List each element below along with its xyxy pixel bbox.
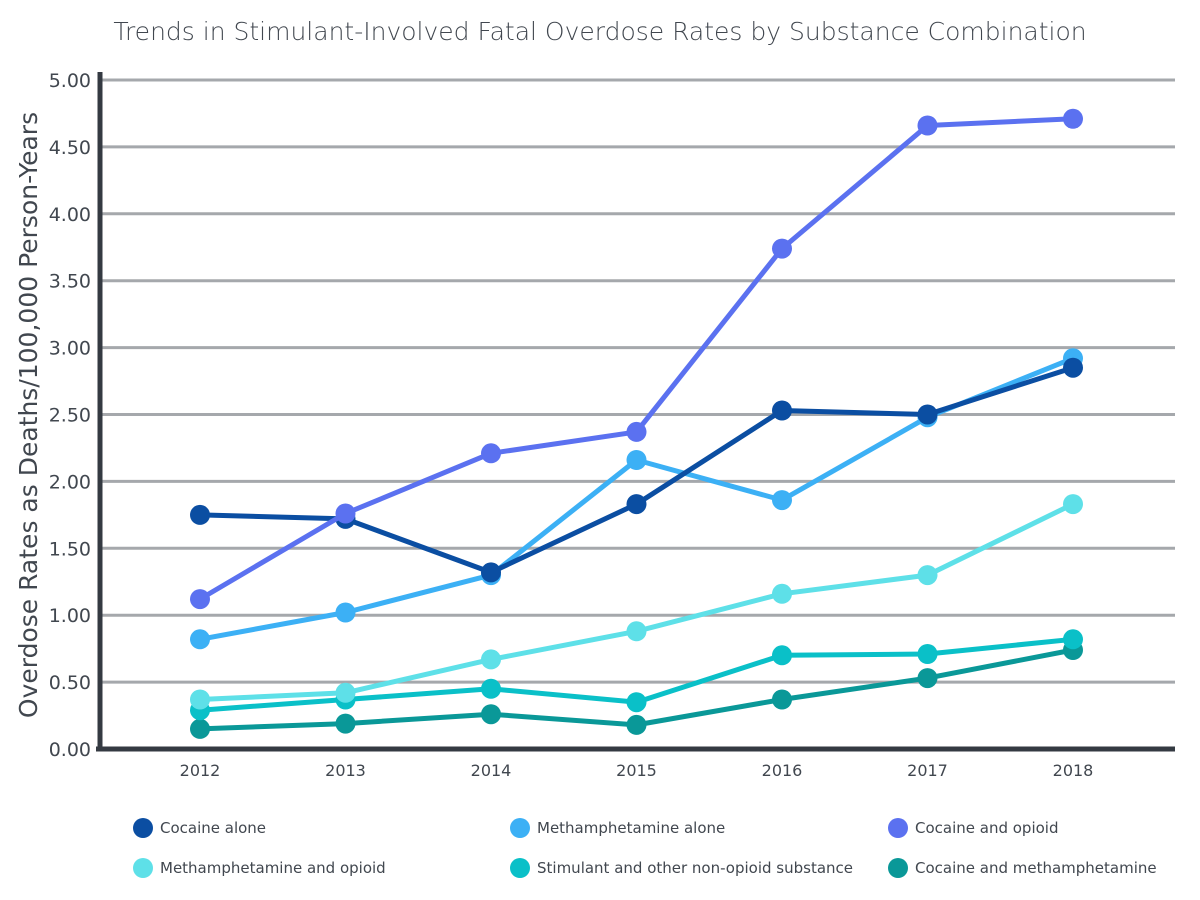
x-tick-label: 2012: [180, 761, 221, 780]
data-point: [917, 115, 938, 136]
data-point: [190, 504, 210, 525]
grid-lines: [100, 78, 1175, 684]
x-tick-label: 2016: [762, 761, 803, 780]
data-point: [335, 602, 356, 623]
data-point: [772, 689, 792, 710]
legend-marker: [133, 818, 153, 838]
legend-item: Cocaine and methamphetamine: [888, 858, 1157, 878]
x-tick-label: 2014: [471, 761, 512, 780]
data-point: [917, 404, 938, 425]
data-point: [190, 718, 210, 739]
legend-marker: [510, 818, 530, 838]
data-point: [481, 649, 501, 670]
legend-item: Methamphetamine and opioid: [133, 858, 386, 878]
legend-label: Cocaine and opioid: [915, 819, 1058, 837]
data-point: [917, 644, 938, 664]
y-axis-ticks: 0.00 0.50 1.00 1.50 2.00 2.50 3.00 3.50 4.00 4.50…: [49, 70, 91, 761]
data-point: [917, 668, 938, 689]
data-point: [772, 490, 792, 511]
y-axis-label: Overdose Rates as Deaths/100,000 Person-…: [14, 112, 43, 718]
data-point: [481, 678, 501, 699]
legend-label: Cocaine and methamphetamine: [915, 859, 1157, 877]
data-point: [626, 692, 647, 713]
legend-label: Methamphetamine alone: [537, 819, 725, 837]
data-point: [335, 682, 356, 703]
legend-label: Cocaine alone: [160, 819, 266, 837]
legend-item: Cocaine alone: [133, 818, 266, 838]
data-point: [1063, 629, 1083, 650]
data-point: [190, 629, 210, 650]
series-cocaine-and-opioid: [190, 108, 1083, 610]
axes: [96, 72, 1175, 752]
legend-marker: [510, 858, 530, 878]
data-point: [626, 714, 647, 735]
x-tick-label: 2017: [907, 761, 948, 780]
data-point: [481, 443, 501, 464]
data-point: [626, 421, 647, 442]
data-point: [190, 689, 210, 710]
legend-label: Stimulant and other non-opioid substance: [537, 859, 853, 877]
series-line: [197, 501, 1076, 702]
data-point: [772, 583, 792, 604]
legend-marker: [888, 818, 908, 838]
data-point: [481, 704, 501, 725]
data-point: [335, 713, 356, 734]
x-tick-label: 2013: [325, 761, 366, 780]
y-tick-label: 1.50: [49, 538, 91, 560]
legend: Cocaine alone Methamphetamine alone Cocain…: [133, 818, 1157, 878]
legend-label: Methamphetamine and opioid: [160, 859, 386, 877]
data-point: [772, 645, 792, 666]
data-point: [1063, 494, 1083, 515]
data-point: [190, 589, 210, 610]
x-axis-ticks: 2012 2013 2014 2015 2016 2017 2018: [180, 761, 1094, 780]
series-line: [197, 116, 1076, 602]
data-point: [335, 503, 356, 524]
y-tick-label: 2.00: [49, 471, 91, 493]
data-point: [626, 450, 647, 470]
series-line: [197, 365, 1076, 575]
y-tick-label: 2.50: [49, 405, 91, 427]
legend-item: Stimulant and other non-opioid substance: [510, 858, 853, 878]
data-point: [626, 621, 647, 642]
series-layer: [190, 108, 1083, 739]
y-tick-label: 4.00: [49, 204, 91, 226]
data-point: [1063, 357, 1083, 378]
x-tick-label: 2018: [1053, 761, 1094, 780]
y-tick-label: 3.00: [49, 338, 91, 360]
legend-item: Cocaine and opioid: [888, 818, 1058, 838]
data-point: [772, 238, 792, 259]
y-tick-label: 0.00: [49, 739, 91, 761]
y-tick-label: 4.50: [49, 137, 91, 159]
x-tick-label: 2015: [616, 761, 657, 780]
y-tick-label: 3.50: [49, 271, 91, 293]
y-tick-label: 0.50: [49, 672, 91, 694]
data-point: [772, 400, 792, 421]
series-cocaine-and-methamphetamine: [190, 640, 1083, 739]
data-point: [1063, 108, 1083, 129]
chart-title: Trends in Stimulant-Involved Fatal Overd…: [113, 17, 1086, 46]
legend-marker: [133, 858, 153, 878]
y-tick-label: 5.00: [49, 70, 91, 92]
data-point: [917, 565, 938, 586]
legend-marker: [888, 858, 908, 878]
series-methamphetamine-and-opioid: [190, 494, 1083, 710]
data-point: [481, 562, 501, 583]
y-tick-label: 1.00: [49, 605, 91, 627]
data-point: [626, 494, 647, 515]
legend-item: Methamphetamine alone: [510, 818, 725, 838]
